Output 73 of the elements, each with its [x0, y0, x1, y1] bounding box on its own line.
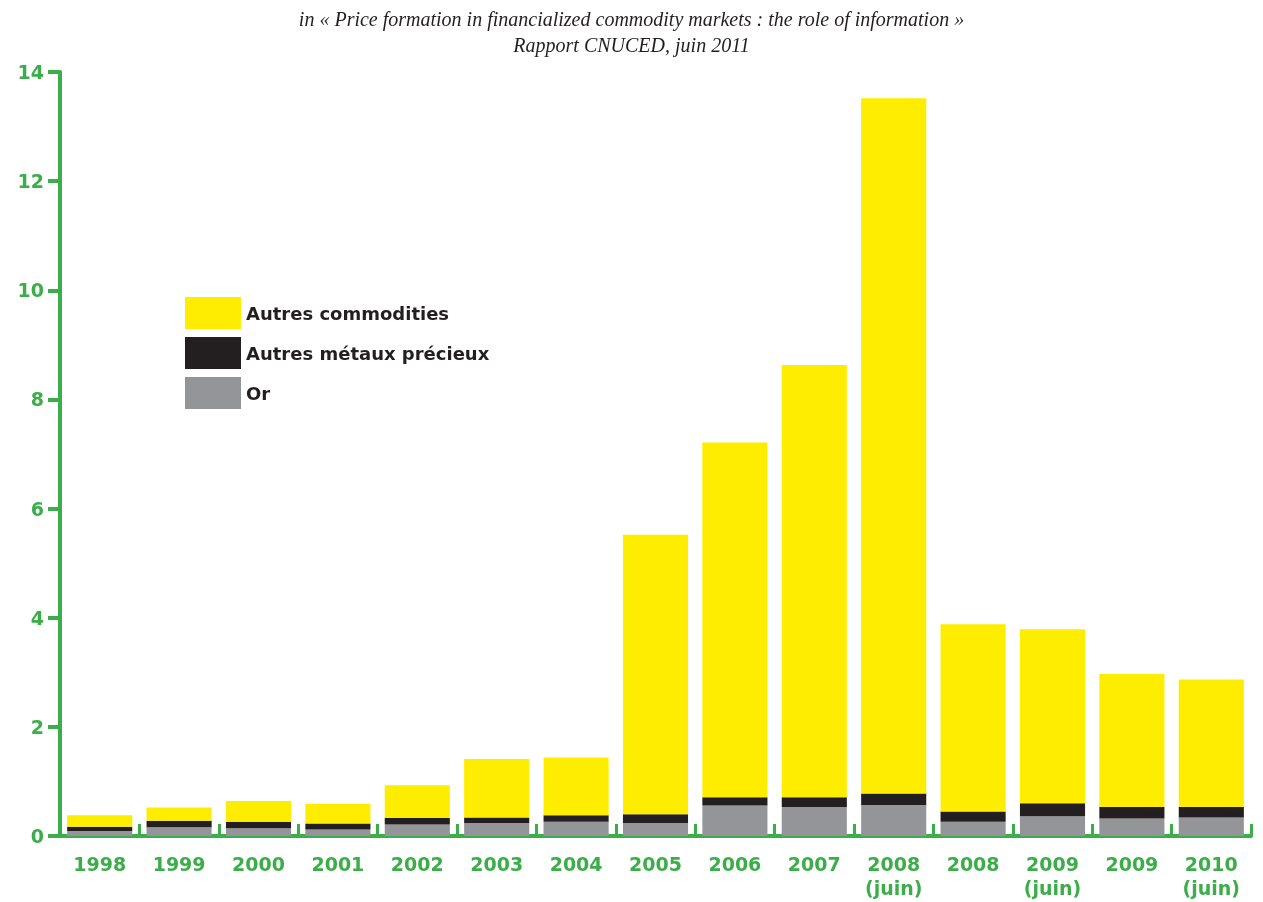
y-tick-label: 0	[30, 825, 44, 847]
bar	[781, 365, 847, 798]
chart-title: in « Price formation in financialized commodity markets : the role of information »	[298, 8, 965, 31]
bar	[622, 534, 689, 815]
x-tick-label: 2003	[470, 853, 524, 875]
x-tick-label: 1999	[152, 853, 206, 875]
legend-label: Autres métaux précieux	[246, 342, 490, 364]
bar	[384, 824, 450, 836]
bar	[1178, 817, 1244, 836]
legend-label: Autres commodities	[246, 302, 450, 324]
bar	[464, 759, 530, 818]
x-tick-label: 2006	[708, 853, 762, 875]
bar	[1099, 807, 1165, 819]
bar	[1178, 679, 1244, 808]
bar	[305, 823, 371, 830]
bar	[305, 803, 371, 824]
bar	[702, 797, 768, 806]
bar	[225, 821, 292, 829]
y-tick-label: 10	[17, 279, 44, 302]
x-tick-label: 2009 (juin)	[1023, 853, 1082, 899]
x-tick-label: 2007	[787, 853, 841, 875]
x-tick-label: 2002	[390, 853, 444, 875]
y-tick-label: 6	[30, 497, 44, 520]
bar	[702, 805, 768, 836]
bar	[67, 831, 133, 836]
bar	[1099, 818, 1165, 836]
bar	[67, 826, 133, 832]
bar	[146, 807, 212, 821]
y-tick-label: 14	[17, 61, 44, 83]
legend-label: Or	[246, 382, 271, 404]
bar	[67, 815, 133, 827]
bar	[146, 827, 212, 836]
y-tick-label: 2	[30, 715, 44, 738]
bar	[305, 829, 371, 836]
bar	[861, 98, 927, 794]
y-tick-label: 4	[30, 606, 44, 629]
bar	[1099, 673, 1165, 808]
bar	[464, 822, 530, 836]
x-tick-label: 2004	[549, 853, 603, 875]
bar	[543, 815, 609, 822]
bar	[384, 817, 450, 825]
bar	[940, 821, 1006, 836]
bar	[781, 807, 847, 836]
chart-subtitle: Rapport CNUCED, juin 2011	[512, 34, 750, 57]
x-tick-label: 2005	[629, 853, 682, 875]
bar	[861, 804, 927, 836]
bar	[622, 822, 689, 836]
bar	[1019, 629, 1086, 804]
bar	[225, 801, 292, 822]
x-tick-label: 2001	[311, 853, 365, 875]
bar	[464, 817, 530, 823]
y-tick-label: 8	[30, 388, 44, 411]
bar	[940, 624, 1006, 812]
x-tick-label: 1998	[73, 853, 127, 875]
x-tick-label: 2008 (juin)	[864, 853, 923, 899]
x-tick-label: 2008	[946, 853, 1000, 875]
y-tick-label: 12	[17, 170, 44, 193]
bar	[384, 785, 450, 818]
bar	[781, 797, 847, 808]
bar	[543, 821, 609, 836]
x-tick-label: 2009	[1105, 853, 1159, 875]
bar	[622, 814, 689, 823]
x-tick-label: 2000	[232, 853, 285, 875]
bar	[940, 811, 1006, 822]
bar	[861, 793, 927, 805]
bar	[543, 757, 609, 816]
x-tick-label: 2010 (juin)	[1182, 853, 1241, 899]
bar	[1019, 803, 1086, 817]
bar	[1019, 816, 1086, 836]
bar	[225, 828, 292, 836]
bar	[702, 442, 768, 798]
bar	[146, 820, 212, 828]
bar	[1178, 807, 1244, 818]
